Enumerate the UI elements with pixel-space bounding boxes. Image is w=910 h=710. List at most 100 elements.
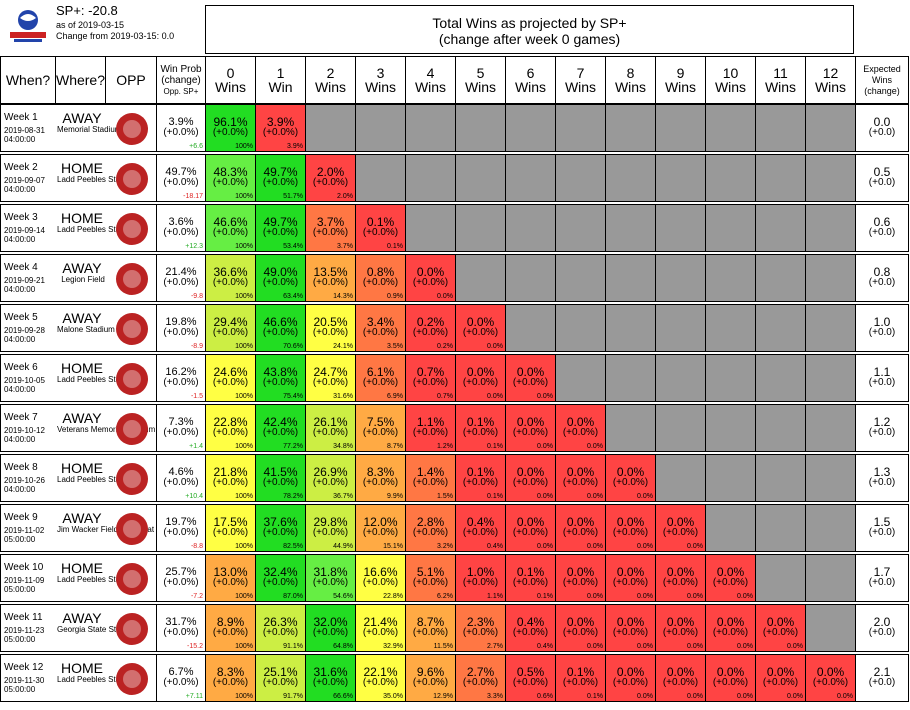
wins-probability: 2.8% (416, 515, 445, 529)
wins-cell: 12.0% (+0.0%) 15.1% (355, 504, 406, 552)
header-expected-line: Expected (863, 63, 901, 74)
week-label: Week 7 (4, 412, 38, 423)
wins-probability: 8.7% (416, 615, 445, 629)
nebraska-logo (109, 107, 155, 151)
expected-wins: 0.8 (873, 265, 891, 279)
wins-cell: 3.4% (+0.0%) 3.5% (355, 304, 406, 352)
game-time: 04:00:00 (4, 385, 36, 394)
header-wins-line: 10 (722, 65, 739, 81)
wins-probability: 16.6% (363, 565, 398, 579)
wins-change: (+0.0%) (262, 427, 299, 438)
wins-cell: 0.2% (+0.0%) 0.2% (405, 304, 456, 352)
venue-name: Ladd Peebles Stadium (57, 475, 138, 484)
wins-cumulative: 100% (235, 493, 253, 500)
wins-probability: 0.0% (616, 515, 645, 529)
header-win-prob: Win Prob (change) Opp. SP+ (156, 56, 206, 104)
wins-cumulative: 51.7% (283, 193, 303, 200)
header-wins-line: Wins (364, 79, 397, 95)
wins-cell: 0.0% (+0.0%) 0.0% (755, 604, 806, 652)
wins-cell (455, 104, 506, 152)
wins-change: (+0.0%) (312, 527, 349, 538)
wins-probability: 0.0% (816, 665, 845, 679)
wins-probability: 49.7% (263, 215, 298, 229)
header-opp: OPP (105, 56, 157, 104)
wins-cumulative: 1.5% (437, 493, 453, 500)
opp-sp: -7.2 (190, 593, 203, 600)
wins-cell: 9.6% (+0.0%) 12.9% (405, 654, 456, 702)
venue-name: Georgia State Stadium (57, 625, 138, 634)
win-prob-cell: 49.7% (+0.0%) -18.17 (156, 154, 206, 202)
wins-change: (+0.0%) (462, 527, 499, 538)
wins-cell: 31.8% (+0.0%) 54.6% (305, 554, 356, 602)
wins-probability: 0.5% (516, 665, 545, 679)
wins-probability: 13.0% (213, 565, 248, 579)
wins-change: (+0.0%) (312, 627, 349, 638)
wins-cumulative: 1.2% (437, 443, 453, 450)
wins-cell (705, 454, 756, 502)
wins-cell: 0.0% (+0.0%) 0.0% (705, 554, 756, 602)
wins-probability: 22.8% (213, 415, 248, 429)
header-wins-3: 3 Wins (355, 56, 406, 104)
wins-cumulative: 87.0% (283, 593, 303, 600)
wins-cell (805, 254, 856, 302)
rating-change: Change from 2019-03-15: 0.0 (56, 31, 175, 41)
wins-cell: 46.6% (+0.0%) 70.6% (255, 304, 306, 352)
wins-cell: 0.0% (+0.0%) 0.0% (805, 654, 856, 702)
game-time: 05:00:00 (4, 585, 36, 594)
wins-cell (805, 504, 856, 552)
week-label: Week 3 (4, 212, 38, 223)
wins-cell (755, 554, 806, 602)
expected-wins-cell: 2.1 (+0.0) (855, 654, 909, 702)
wins-cell: 0.4% (+0.0%) 0.4% (455, 504, 506, 552)
wins-cumulative: 91.7% (283, 693, 303, 700)
wins-change: (+0.0%) (412, 327, 449, 338)
wins-cell: 0.0% (+0.0%) 0.0% (455, 354, 506, 402)
wins-probability: 7.5% (366, 415, 395, 429)
opp-sp: -1.5 (190, 393, 203, 400)
wins-change: (+0.0%) (412, 477, 449, 488)
expected-wins-change: (+0.0) (868, 377, 896, 388)
wins-probability: 0.1% (466, 465, 495, 479)
wins-cell (805, 154, 856, 202)
game-cell: Week 4 2019-09-21 04:00:00 AWAY Legion Field (0, 254, 157, 302)
wins-cell (305, 104, 356, 152)
wins-change: (+0.0%) (362, 427, 399, 438)
wins-change: (+0.0%) (312, 477, 349, 488)
game-cell: Week 12 2019-11-30 05:00:00 HOME Ladd Peeble… (0, 654, 157, 702)
wins-probability: 0.0% (666, 615, 695, 629)
wins-change: (+0.0%) (212, 477, 249, 488)
wins-cell: 41.5% (+0.0%) 78.2% (255, 454, 306, 502)
wins-cumulative: 100% (235, 293, 253, 300)
wins-cell (555, 154, 606, 202)
game-time: 04:00:00 (4, 485, 36, 494)
venue-name: Malone Stadium (57, 325, 115, 334)
week-label: Week 5 (4, 312, 38, 323)
wins-change: (+0.0%) (612, 627, 649, 638)
wins-cumulative: 0.0% (587, 643, 603, 650)
wins-probability: 26.9% (313, 465, 348, 479)
win-prob: 16.2% (165, 366, 197, 378)
header-expected-wins: Expected Wins (change) (855, 56, 909, 104)
win-prob: 31.7% (165, 616, 197, 628)
wins-cumulative: 3.3% (487, 693, 503, 700)
wins-probability: 5.1% (416, 565, 445, 579)
expected-wins-cell: 1.5 (+0.0) (855, 504, 909, 552)
expected-wins-cell: 1.1 (+0.0) (855, 354, 909, 402)
wins-cell (705, 354, 756, 402)
wins-cell: 43.8% (+0.0%) 75.4% (255, 354, 306, 402)
title-line-1: Total Wins as projected by SP+ (432, 15, 627, 31)
game-cell: Week 3 2019-09-14 04:00:00 HOME Ladd Peebles… (0, 204, 157, 252)
wins-cell: 3.9% (+0.0%) 3.9% (255, 104, 306, 152)
wins-cumulative: 0.2% (437, 343, 453, 350)
wins-change: (+0.0%) (262, 177, 299, 188)
wins-cumulative: 2.7% (487, 643, 503, 650)
wins-cumulative: 3.5% (387, 343, 403, 350)
game-date: 2019-11-23 (4, 626, 45, 635)
wins-change: (+0.0%) (212, 377, 249, 388)
header-area: SP+: -20.8 as of 2019-03-15 Change from … (0, 0, 205, 56)
wins-probability: 0.0% (516, 415, 545, 429)
wins-cell: 29.4% (+0.0%) 100% (205, 304, 256, 352)
home-away: AWAY (62, 610, 102, 626)
game-date: 2019-09-07 (4, 176, 45, 185)
wins-cumulative: 0.0% (587, 493, 603, 500)
